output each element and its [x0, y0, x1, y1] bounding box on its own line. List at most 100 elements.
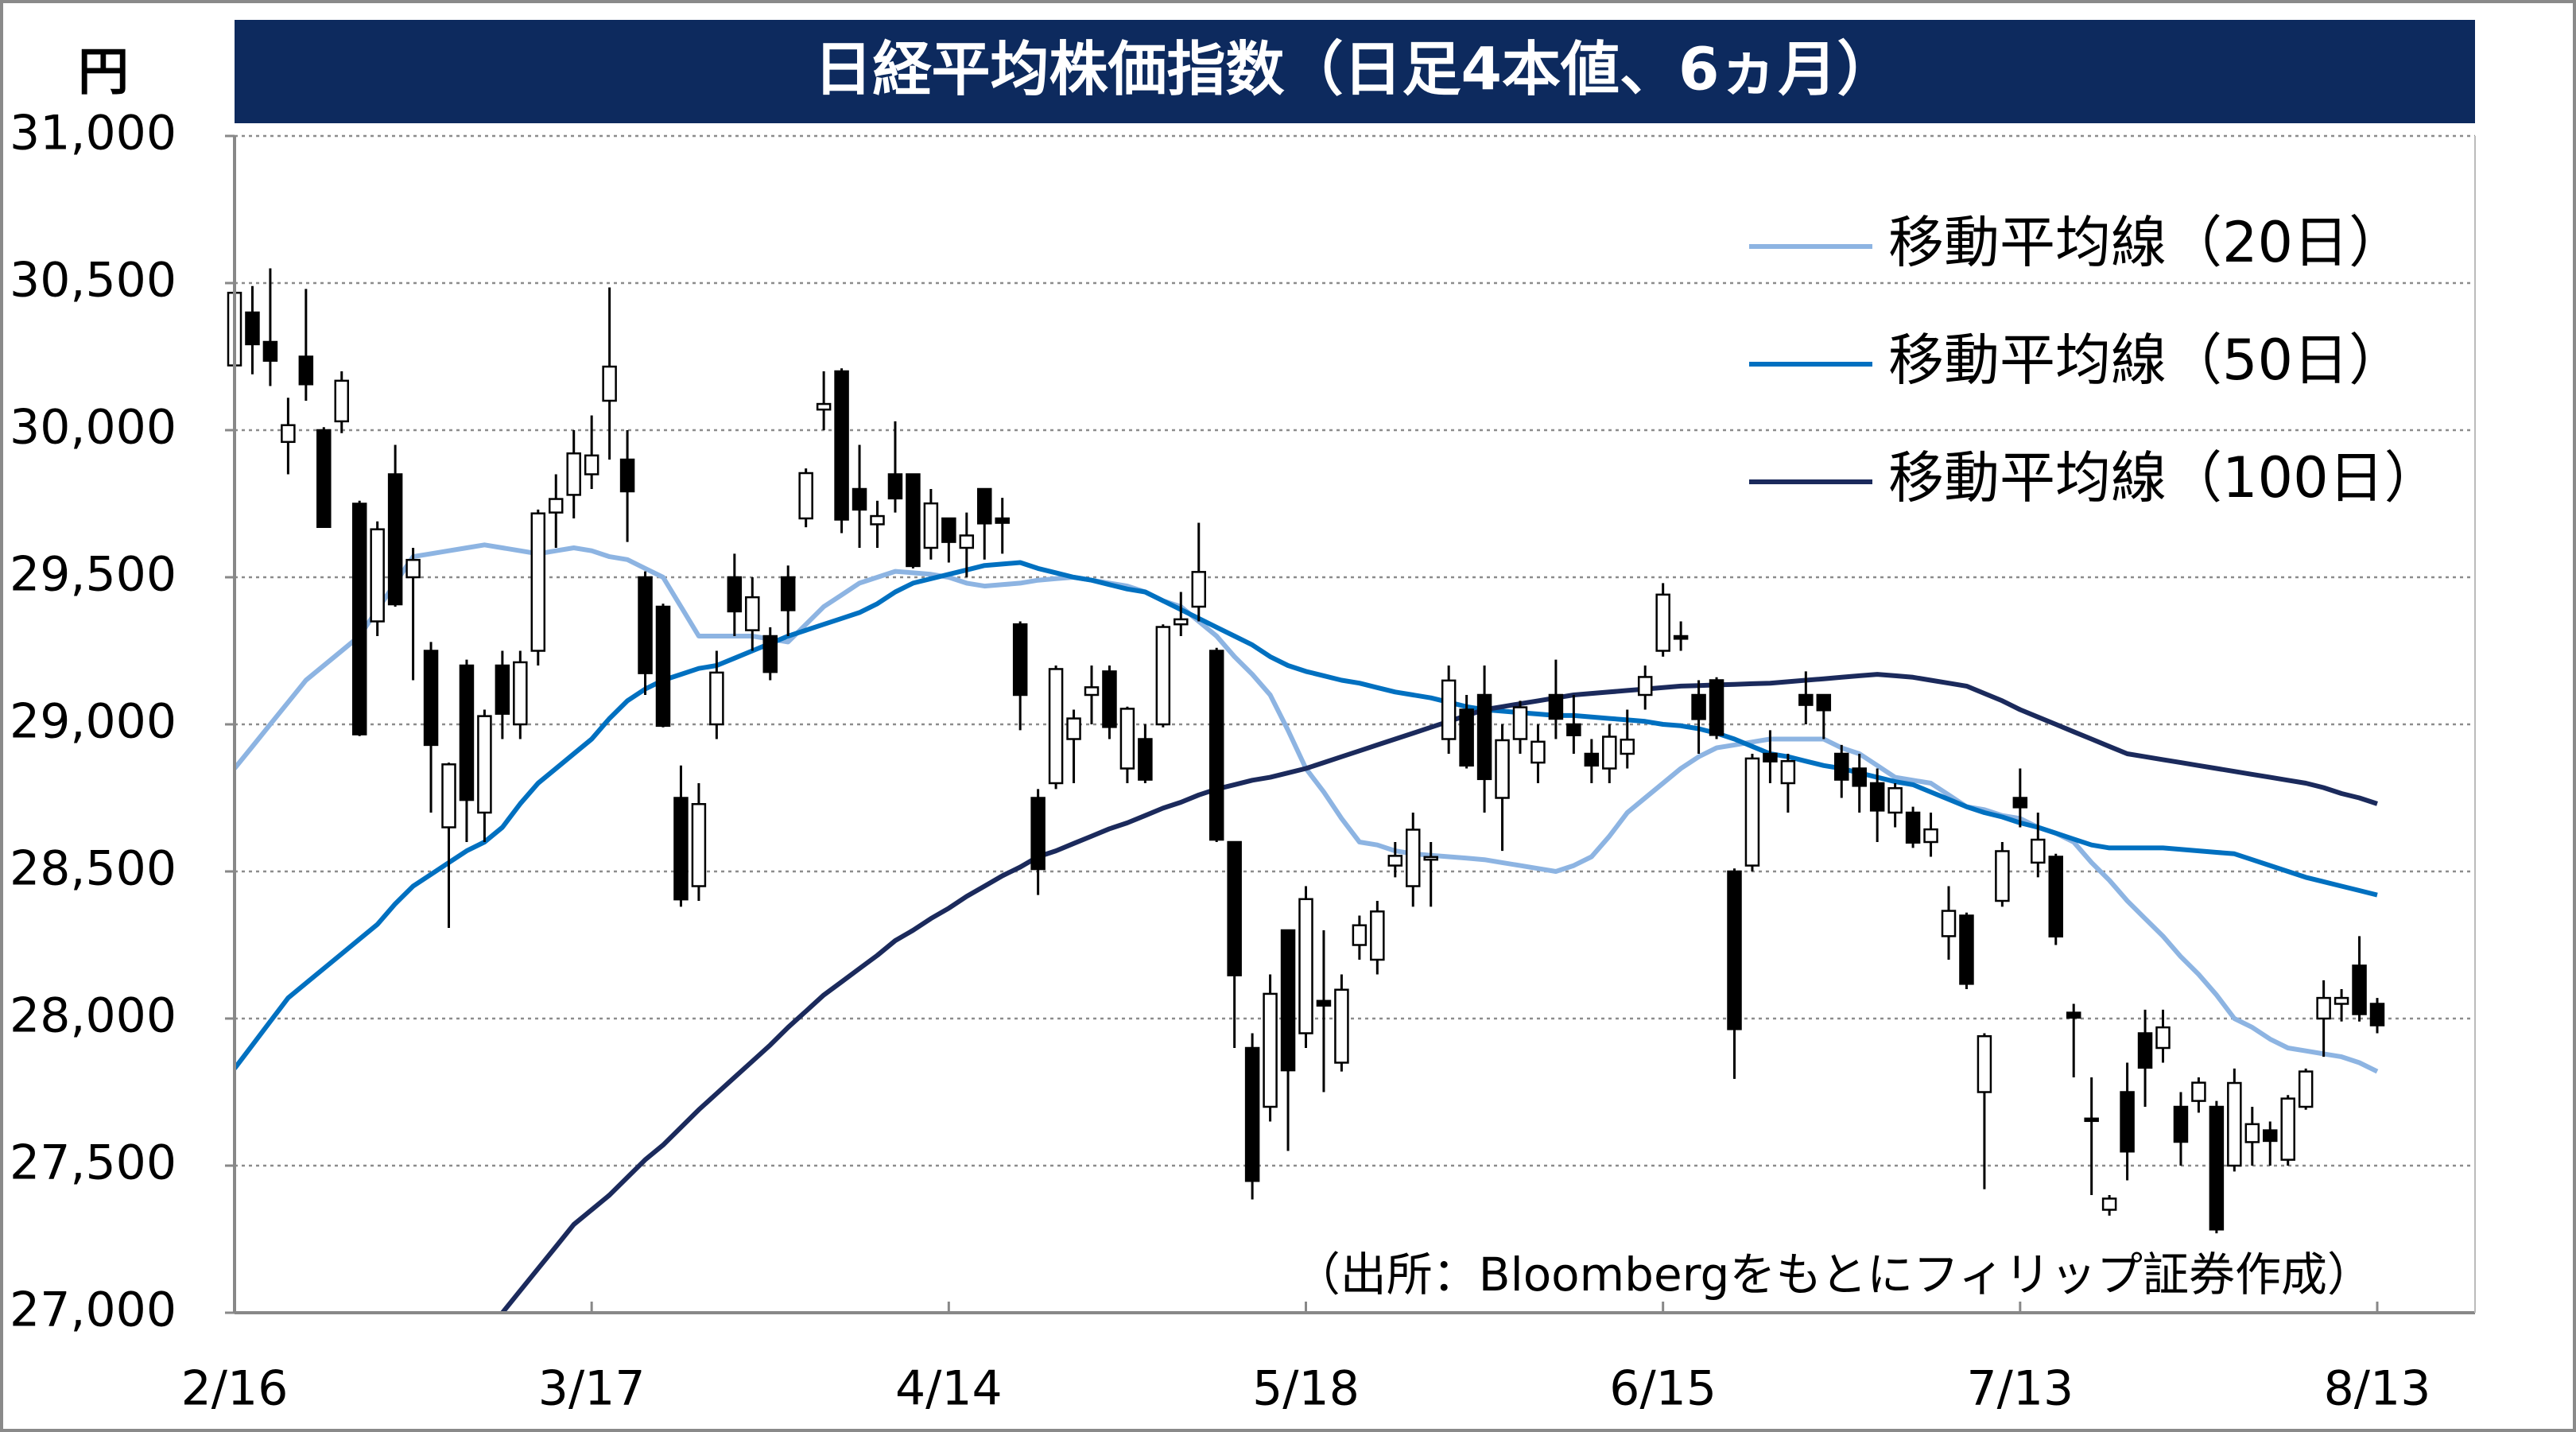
y-tick-label: 27,500 — [10, 1135, 177, 1191]
candle-body — [495, 664, 510, 715]
candle-body — [1780, 760, 1796, 785]
candle-body — [1227, 840, 1242, 976]
candle-body — [2209, 1105, 2225, 1231]
candle-body — [995, 517, 1010, 524]
candle-body — [2101, 1197, 2117, 1211]
candle-body — [316, 429, 332, 528]
candle-body — [1423, 856, 1438, 861]
plot: 移動平均線（20日） 移動平均線（50日） 移動平均線（100日） — [227, 210, 2440, 1313]
candle-body — [745, 596, 760, 631]
y-tick-label: 27,000 — [10, 1283, 177, 1338]
candle-body — [2012, 797, 2028, 809]
candle-body — [298, 355, 314, 386]
candle-body — [1030, 797, 1046, 871]
candle-body — [1727, 870, 1742, 1030]
candle-body — [2263, 1129, 2278, 1143]
candle-body — [2048, 856, 2063, 938]
candle-body — [584, 454, 599, 475]
candle-body — [1691, 693, 1706, 720]
candle-body — [798, 472, 813, 520]
candle-body — [1763, 752, 1778, 763]
candle-body — [1406, 829, 1421, 887]
candle-body — [1174, 618, 1189, 626]
candle-body — [1816, 693, 1832, 712]
x-tick-label: 5/18 — [1252, 1361, 1360, 1417]
candle-body — [262, 340, 278, 362]
candle-body — [852, 487, 867, 511]
y-unit: 円 — [78, 44, 129, 103]
candle-body — [1119, 708, 1135, 770]
chart-title: 日経平均株価指数（日足4本値、6ヵ月） — [814, 36, 1896, 104]
candle-body — [281, 424, 296, 444]
candle-body — [1102, 670, 1117, 728]
candle-body — [673, 797, 689, 901]
x-tick-label: 2/16 — [181, 1361, 289, 1417]
legend-label: 移動平均線（50日） — [1888, 328, 2404, 393]
candle-body — [1869, 782, 1885, 812]
candle-body — [1887, 787, 1903, 814]
source-note: （出所：Bloombergをもとにフィリップ証券作成） — [1294, 1248, 2373, 1302]
x-tick-label: 4/14 — [895, 1361, 1003, 1417]
candle-body — [906, 473, 921, 568]
axes: 27,000 27,500 28,000 28,500 29,000 29,500 30,0… — [10, 106, 2476, 1417]
candle-body — [513, 661, 528, 726]
candle-body — [1191, 571, 1206, 608]
candle-body — [2066, 1011, 2081, 1019]
candle-body — [245, 311, 260, 346]
candle-body — [1208, 650, 1224, 841]
legend-label: 移動平均線（100日） — [1888, 445, 2440, 510]
candle-body — [1834, 752, 1849, 781]
candle-body — [1298, 898, 1313, 1034]
y-tick-label: 30,000 — [10, 400, 177, 456]
candle-body — [351, 503, 367, 735]
candle-body — [1459, 708, 1474, 767]
candle-body — [2084, 1117, 2099, 1123]
candle-body — [549, 498, 564, 514]
candle-body — [2244, 1123, 2260, 1143]
candle-body — [1637, 676, 1653, 697]
candle-body — [1709, 679, 1724, 736]
candle-body — [1548, 693, 1564, 720]
candle-body — [2316, 996, 2331, 1020]
candle-body — [2334, 996, 2349, 1005]
y-tick-label: 28,500 — [10, 841, 177, 897]
candle-body — [709, 671, 724, 726]
candle-body — [1244, 1046, 1260, 1182]
candle-body — [2137, 1032, 2153, 1069]
candle-body — [1280, 929, 1296, 1072]
ma-line — [500, 672, 2378, 1313]
candle-body — [1977, 1034, 1992, 1093]
candle-body — [405, 558, 421, 579]
y-tick-label: 31,000 — [10, 106, 177, 161]
x-tick-label: 8/13 — [2324, 1361, 2431, 1417]
candle-body — [1673, 635, 1689, 640]
legend-label: 移動平均線（20日） — [1888, 210, 2404, 275]
candle-body — [1084, 686, 1100, 697]
candle-body — [1048, 668, 1064, 785]
candle-body — [423, 650, 439, 747]
candle-body — [1155, 626, 1171, 726]
candle-body — [459, 664, 475, 801]
candle-body — [1012, 623, 1028, 697]
x-tick-label: 3/17 — [538, 1361, 646, 1417]
candle-body — [762, 635, 778, 673]
candle-body — [1798, 693, 1814, 706]
y-tick-label: 29,500 — [10, 547, 177, 603]
candle-body — [1066, 717, 1081, 740]
candle-body — [1352, 924, 1368, 946]
candle-body — [1941, 910, 1957, 937]
candle-body — [566, 452, 581, 496]
candle-body — [638, 576, 653, 674]
candle-body — [1566, 723, 1581, 736]
candle-body — [1334, 988, 1349, 1064]
candle-body — [655, 605, 671, 728]
candle-body — [1512, 706, 1528, 740]
candle-body — [1495, 739, 1510, 799]
candle-body — [2173, 1105, 2189, 1143]
y-tick-label: 28,000 — [10, 988, 177, 1044]
title-bar — [235, 20, 2475, 123]
candle-body — [2155, 1026, 2171, 1050]
candle-body — [619, 458, 635, 493]
candle-body — [2369, 1003, 2385, 1026]
